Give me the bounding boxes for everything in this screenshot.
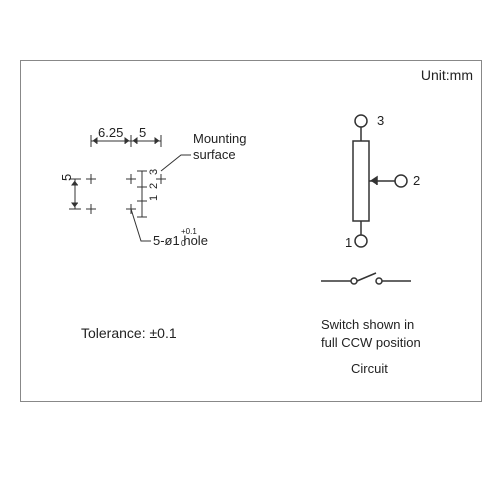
pin-1-label: 1 <box>345 235 352 250</box>
hole-tol-sup: +0.1 <box>181 227 197 236</box>
dim-5-top: 5 <box>139 125 146 140</box>
diagram-frame: Unit:mm <box>20 60 482 402</box>
tolerance-label: Tolerance: ±0.1 <box>81 325 177 341</box>
pin-2-label: 2 <box>413 173 420 188</box>
circuit-caption-3: Circuit <box>351 361 388 376</box>
dim-stack-2: 2 <box>148 183 160 189</box>
dim-stack-3: 3 <box>148 169 160 175</box>
dim-6-25: 6.25 <box>98 125 123 140</box>
circuit-caption-2: full CCW position <box>321 335 421 350</box>
dim-5-left: 5 <box>59 174 74 181</box>
hole-tol-sub: 0 <box>181 239 185 248</box>
unit-label: Unit:mm <box>421 67 473 83</box>
dim-stack-1: 1 <box>148 195 160 201</box>
circuit-caption-1: Switch shown in <box>321 317 414 332</box>
pin-3-label: 3 <box>377 113 384 128</box>
hole-label: 5-ø1 hole +0.1 0 <box>153 233 208 248</box>
mounting-surface-label: Mounting surface <box>193 131 246 162</box>
circuit-drawing <box>291 101 471 311</box>
